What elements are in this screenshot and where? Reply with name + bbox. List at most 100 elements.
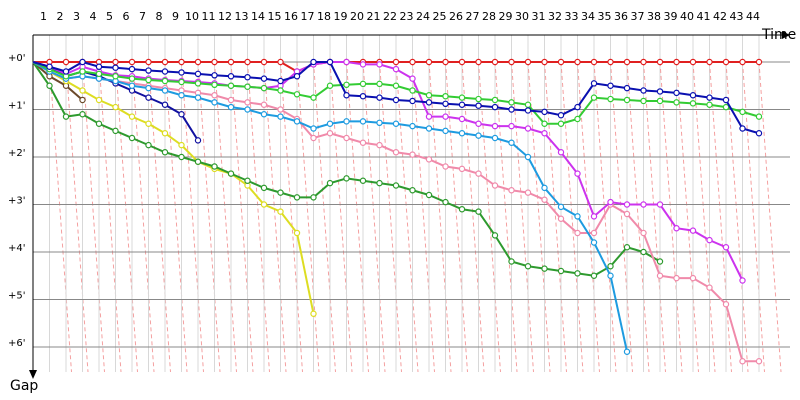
point: [541, 108, 548, 116]
point: [359, 80, 367, 88]
point: [376, 141, 383, 149]
x-tick-label: 39: [664, 10, 678, 23]
lap-line: [329, 61, 353, 373]
point: [194, 58, 202, 66]
x-tick-label: 13: [235, 10, 249, 23]
point: [640, 58, 647, 66]
point: [722, 96, 730, 104]
point: [145, 94, 152, 101]
point: [491, 122, 499, 130]
point: [458, 94, 466, 101]
point: [491, 96, 499, 104]
point: [557, 149, 565, 156]
point: [161, 149, 169, 156]
x-tick-label: 32: [548, 10, 562, 23]
point: [145, 67, 152, 74]
point: [541, 130, 548, 137]
lap-line: [296, 61, 320, 373]
lap-line: [214, 61, 237, 373]
y-tick-label: +4': [8, 243, 26, 254]
point: [541, 265, 548, 272]
point: [442, 113, 449, 120]
point: [46, 82, 53, 89]
point: [623, 96, 631, 104]
lap-line: [626, 61, 650, 373]
x-tick-label: 19: [334, 10, 348, 23]
lap-line: [709, 61, 732, 373]
point: [689, 92, 697, 99]
point: [706, 284, 713, 291]
point: [161, 130, 169, 137]
x-tick-label: 42: [713, 10, 727, 23]
x-tick-label: 6: [123, 10, 130, 23]
lap-line: [593, 61, 617, 373]
point: [541, 58, 548, 66]
point: [557, 203, 565, 211]
point: [475, 170, 482, 177]
point: [277, 208, 284, 215]
point: [277, 106, 284, 113]
y-axis-label: Gap: [10, 378, 38, 394]
point: [79, 111, 86, 118]
point: [62, 68, 70, 75]
y-tick-label: +1': [8, 101, 26, 112]
point: [112, 58, 119, 66]
point: [673, 58, 680, 66]
point: [310, 194, 317, 201]
point: [376, 119, 383, 127]
lap-line: [643, 61, 666, 373]
x-tick-label: 36: [614, 10, 628, 23]
point: [557, 215, 565, 222]
lap-line: [164, 61, 188, 373]
point: [590, 272, 598, 279]
lap-line: [494, 61, 518, 373]
point: [293, 73, 301, 80]
x-tick-label: 37: [631, 10, 645, 23]
point: [541, 184, 548, 192]
point: [392, 182, 400, 189]
point: [145, 141, 152, 149]
point: [607, 95, 614, 103]
x-tick-label: 25: [433, 10, 447, 23]
point: [211, 92, 218, 99]
point: [524, 58, 532, 66]
point: [293, 194, 301, 201]
x-tick-label: 26: [449, 10, 463, 23]
point: [442, 92, 449, 100]
x-tick-label: 5: [106, 10, 113, 23]
point: [145, 120, 152, 127]
x-tick-label: 27: [466, 10, 480, 23]
lap-line: [247, 61, 270, 373]
point: [293, 118, 301, 125]
point: [623, 201, 631, 208]
x-tick-label: 11: [202, 10, 216, 23]
point: [277, 189, 284, 196]
point: [194, 137, 202, 144]
point: [475, 95, 482, 103]
point: [442, 127, 449, 135]
x-tick-label: 18: [317, 10, 331, 23]
lap-line: [445, 61, 468, 373]
y-tick-label: +5': [8, 291, 26, 302]
lap-line: [742, 61, 765, 373]
point: [640, 97, 647, 105]
point: [425, 191, 433, 199]
point: [722, 244, 730, 251]
point: [326, 120, 334, 127]
x-tick-label: 28: [482, 10, 496, 23]
point: [95, 96, 103, 104]
point: [112, 73, 119, 80]
point: [128, 134, 136, 142]
point: [442, 100, 449, 108]
point: [128, 58, 136, 66]
point: [656, 272, 664, 279]
x-tick-label: 38: [647, 10, 661, 23]
lap-line: [131, 61, 155, 373]
point: [623, 210, 631, 218]
point: [79, 58, 86, 66]
x-tick-label: 1: [40, 10, 47, 23]
point: [392, 120, 400, 127]
point: [508, 187, 515, 194]
y-tick-label: +2': [8, 148, 26, 159]
point: [755, 58, 763, 66]
